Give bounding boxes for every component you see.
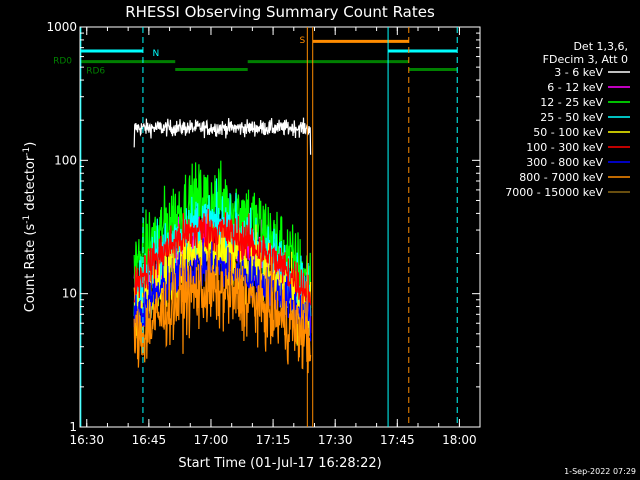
x-axis-label: Start Time (01-Jul-17 16:28:22)	[178, 456, 381, 471]
y-tick-label: 100	[54, 153, 77, 167]
axis-ticks: 16:30 16:45 17:00 17:15 17:30 17:45 18:00 1 10 10…	[46, 20, 480, 447]
legend-entry-label: 25 - 50 keV	[540, 111, 603, 124]
legend-header: Det 1,3,6,	[573, 40, 628, 53]
y-label-main: Count Rate (s	[23, 224, 38, 313]
y-label-end: )	[23, 142, 38, 147]
y-label-exponent-1: -1	[22, 215, 32, 224]
flag-label-rd0: RD0	[53, 57, 72, 67]
legend-entry-label: 7000 - 15000 keV	[505, 186, 603, 199]
legend-entry-label: 6 - 12 keV	[547, 81, 603, 94]
legend: Det 1,3,6,FDecim 3, Att 03 - 6 keV 6 - 12…	[505, 40, 630, 199]
y-tick-label: 1000	[46, 20, 77, 34]
y-label-middle: detector	[23, 155, 38, 215]
legend-entry-label: 100 - 300 keV	[526, 141, 603, 154]
y-tick-label: 1	[69, 420, 77, 434]
legend-entry-label: 3 - 6 keV	[554, 66, 603, 79]
series-line-0	[133, 117, 312, 155]
series-line-7	[133, 244, 312, 374]
y-label-exponent-2: -1	[22, 147, 32, 156]
flag-layer: N S RD0 RD6	[53, 36, 458, 77]
chart-title: RHESSI Observing Summary Count Rates	[125, 3, 435, 21]
series-line-5	[133, 208, 312, 310]
legend-entry-label: 300 - 800 keV	[526, 156, 603, 169]
plot-timestamp: 1-Sep-2022 07:29	[564, 467, 636, 476]
x-tick-label: 16:45	[132, 433, 167, 447]
y-axis-label: Count Rate (s-1 detector-1)	[22, 142, 38, 313]
series-layer	[133, 117, 312, 374]
y-tick-label: 10	[62, 287, 77, 301]
legend-entry-label: 800 - 7000 keV	[519, 171, 603, 184]
flag-label-rd6: RD6	[86, 67, 105, 77]
plot-frame	[79, 26, 481, 428]
legend-header: FDecim 3, Att 0	[543, 53, 628, 66]
x-tick-label: 18:00	[442, 433, 477, 447]
vertical-line-layer	[80, 27, 458, 427]
flag-label-n: N	[152, 49, 159, 59]
x-tick-label: 16:30	[69, 433, 104, 447]
legend-entry-label: 50 - 100 keV	[533, 126, 603, 139]
x-tick-label: 17:00	[194, 433, 229, 447]
flag-label-s: S	[299, 36, 305, 46]
x-tick-label: 17:30	[318, 433, 353, 447]
x-tick-label: 17:45	[380, 433, 415, 447]
x-tick-label: 17:15	[256, 433, 291, 447]
legend-entry-label: 12 - 25 keV	[540, 96, 603, 109]
